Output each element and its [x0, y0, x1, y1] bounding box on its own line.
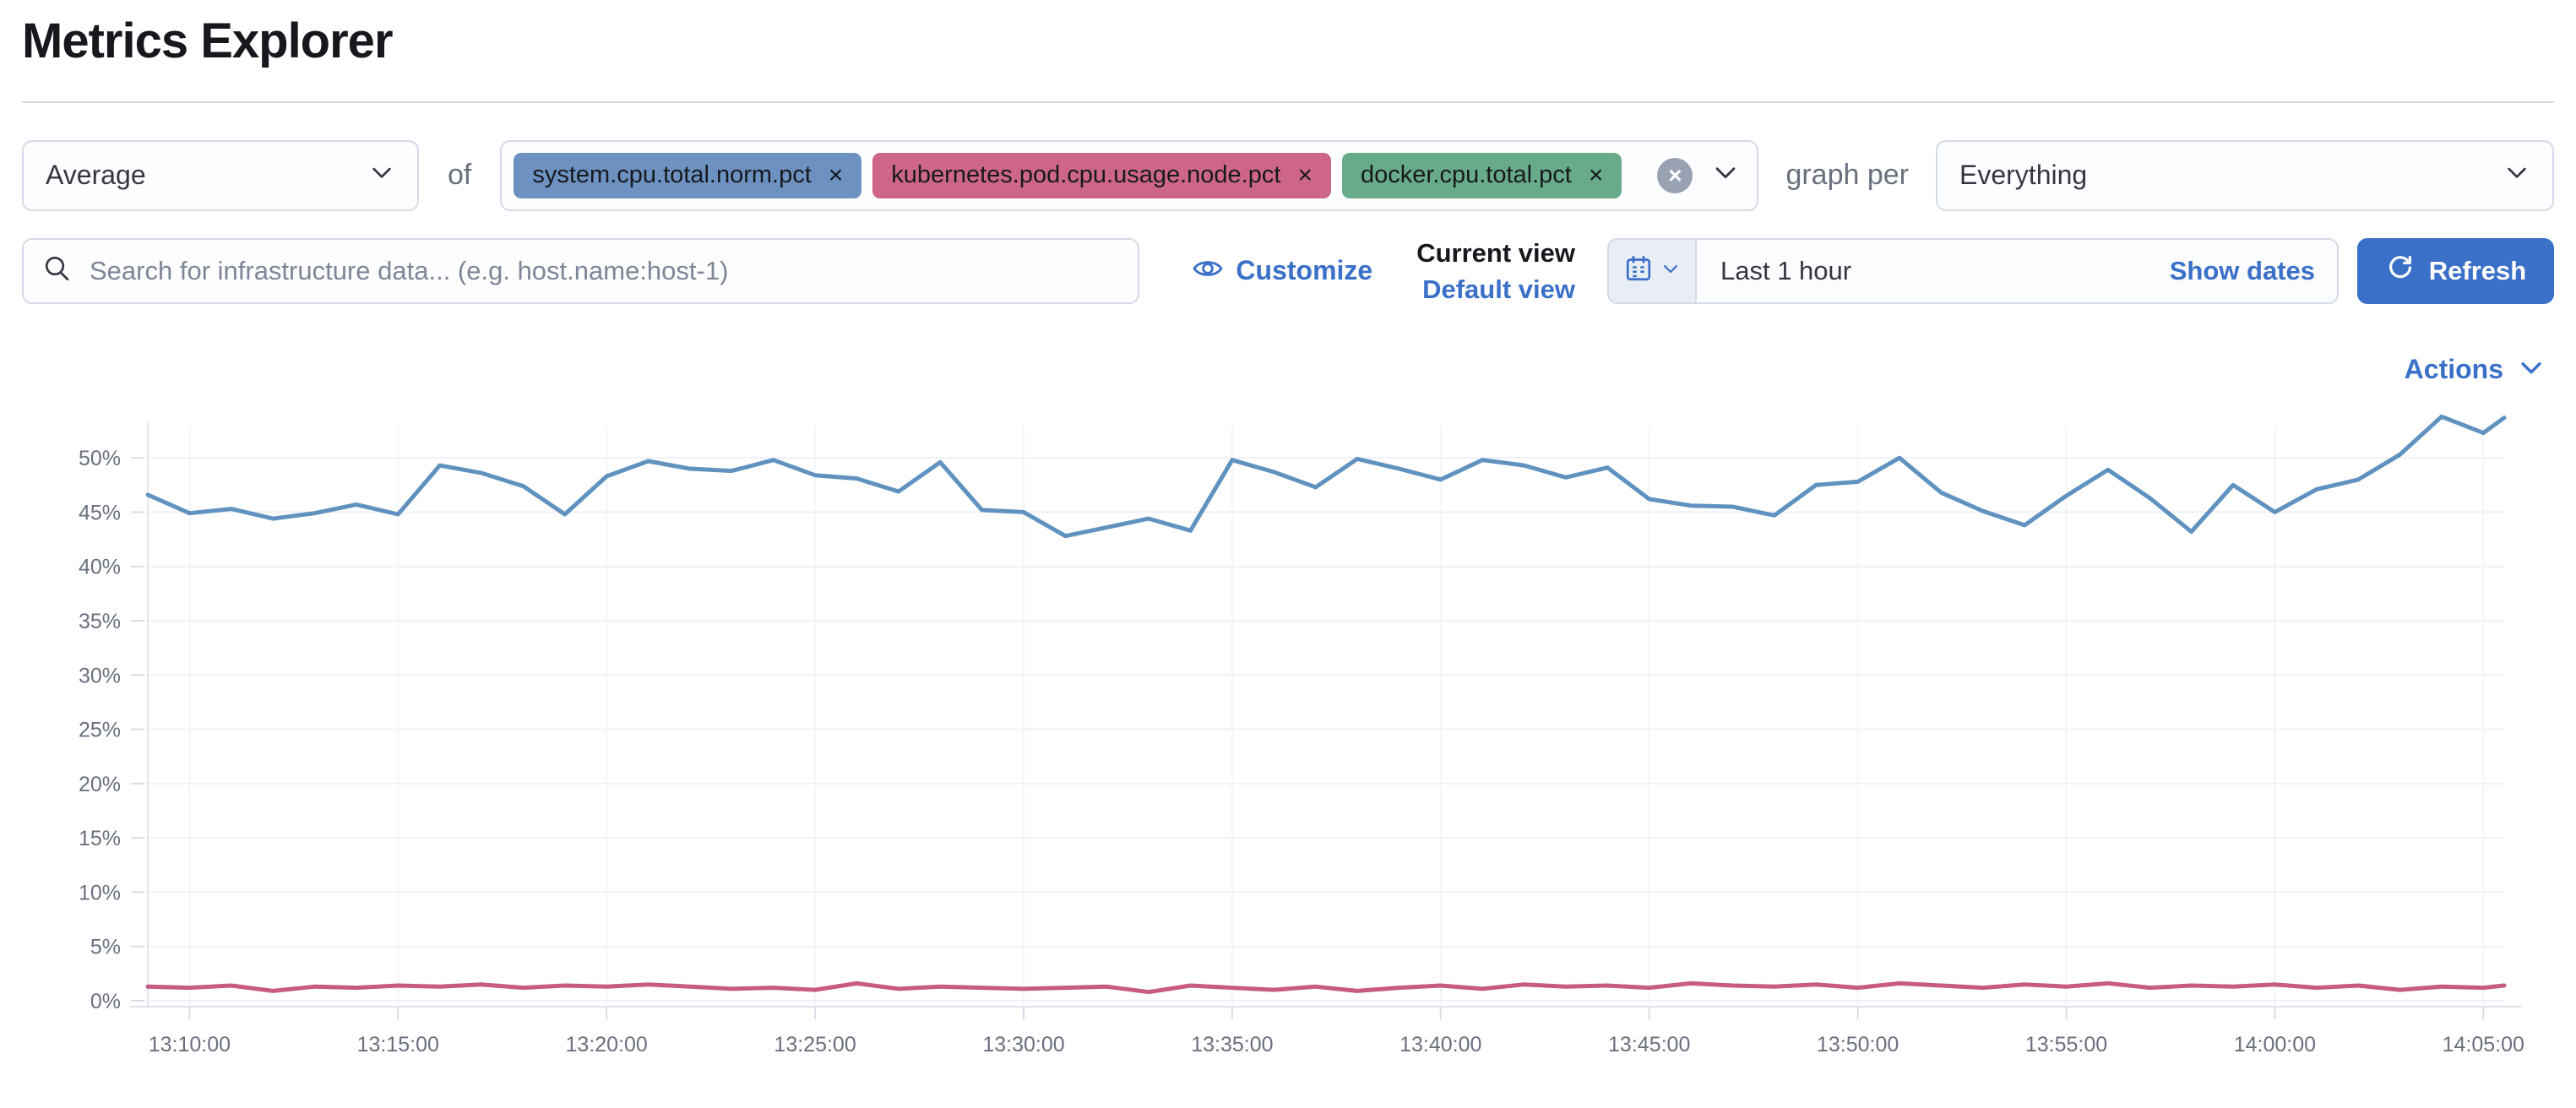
refresh-icon	[2385, 253, 2416, 290]
refresh-label: Refresh	[2428, 255, 2527, 285]
svg-text:35%: 35%	[79, 610, 121, 633]
chart-container: 13:10:00 13:15:00 13:20:00 13:25:00 13:30:00…	[0, 394, 2576, 1067]
current-view-label: Current view	[1416, 237, 1575, 268]
svg-text:14:05:00: 14:05:00	[2443, 1033, 2524, 1056]
chevron-down-icon	[2517, 353, 2546, 386]
svg-text:13:55:00: 13:55:00	[2025, 1033, 2107, 1056]
svg-text:13:15:00: 13:15:00	[357, 1033, 439, 1056]
clear-all-metrics-icon[interactable]: ×	[1657, 157, 1693, 193]
remove-metric-icon[interactable]: ×	[828, 160, 844, 189]
search-icon	[42, 253, 73, 288]
metric-pill-label: docker.cpu.total.pct	[1360, 161, 1572, 189]
chevron-down-icon[interactable]	[1711, 158, 1740, 193]
eye-icon	[1192, 253, 1224, 289]
svg-text:5%: 5%	[90, 936, 121, 959]
svg-text:30%: 30%	[79, 665, 121, 688]
metric-pill-label: kubernetes.pod.cpu.usage.node.pct	[891, 161, 1281, 189]
page-title: Metrics Explorer	[22, 14, 394, 68]
svg-text:15%: 15%	[79, 828, 121, 851]
svg-text:13:50:00: 13:50:00	[1817, 1033, 1899, 1056]
actions-label: Actions	[2404, 354, 2503, 385]
metric-pill-label: system.cpu.total.norm.pct	[532, 161, 812, 189]
remove-metric-icon[interactable]: ×	[1297, 160, 1312, 189]
quick-select-button[interactable]	[1608, 239, 1697, 302]
search-toolbar: Customize Current view Default view Last…	[0, 235, 2576, 308]
view-selector: Current view Default view	[1416, 235, 1575, 308]
refresh-button[interactable]: Refresh	[2357, 237, 2554, 304]
group-by-value: Everything	[1959, 160, 2088, 191]
metric-pill-list: system.cpu.total.norm.pct × kubernetes.p…	[514, 152, 1657, 198]
svg-text:0%: 0%	[90, 990, 121, 1013]
page-header: Metrics Explorer	[0, 0, 2576, 103]
svg-text:45%: 45%	[79, 502, 121, 525]
svg-text:14:00:00: 14:00:00	[2234, 1033, 2316, 1056]
aggregation-value: Average	[46, 160, 146, 191]
search-box	[22, 237, 1140, 304]
svg-text:20%: 20%	[79, 773, 121, 796]
chevron-down-icon	[2503, 159, 2530, 193]
of-label: of	[448, 159, 472, 192]
svg-text:25%: 25%	[79, 719, 121, 742]
svg-text:13:45:00: 13:45:00	[1608, 1033, 1690, 1056]
chevron-down-icon	[1660, 258, 1681, 283]
svg-text:13:35:00: 13:35:00	[1191, 1033, 1273, 1056]
chart-header: Actions	[0, 353, 2576, 386]
date-picker: Last 1 hour Show dates	[1606, 237, 2339, 304]
svg-text:13:40:00: 13:40:00	[1399, 1033, 1481, 1056]
metrics-chart[interactable]: 13:10:00 13:15:00 13:20:00 13:25:00 13:30:00…	[0, 394, 2576, 1063]
view-name-link[interactable]: Default view	[1422, 274, 1575, 304]
aggregation-select[interactable]: Average	[22, 139, 419, 211]
combobox-controls: ×	[1657, 157, 1740, 193]
svg-text:13:30:00: 13:30:00	[982, 1033, 1064, 1056]
remove-metric-icon[interactable]: ×	[1588, 160, 1604, 189]
svg-text:40%: 40%	[79, 556, 121, 579]
header-divider	[22, 100, 2554, 103]
svg-text:13:10:00: 13:10:00	[149, 1033, 231, 1056]
metric-pill[interactable]: kubernetes.pod.cpu.usage.node.pct ×	[872, 152, 1331, 198]
metrics-combobox[interactable]: system.cpu.total.norm.pct × kubernetes.p…	[500, 139, 1759, 211]
svg-text:10%: 10%	[79, 882, 121, 905]
actions-menu-button[interactable]: Actions	[2405, 353, 2546, 386]
metric-pill[interactable]: docker.cpu.total.pct ×	[1341, 152, 1622, 198]
metric-toolbar: Average of system.cpu.total.norm.pct × k…	[0, 139, 2576, 211]
show-dates-button[interactable]: Show dates	[2169, 255, 2315, 285]
svg-text:50%: 50%	[79, 448, 121, 471]
svg-text:13:20:00: 13:20:00	[566, 1033, 648, 1056]
customize-label: Customize	[1236, 255, 1373, 286]
calendar-icon	[1623, 253, 1654, 288]
chevron-down-icon	[368, 159, 395, 193]
group-by-select[interactable]: Everything	[1936, 139, 2554, 211]
search-input[interactable]	[88, 254, 1120, 287]
customize-button[interactable]: Customize	[1192, 253, 1372, 289]
svg-text:13:25:00: 13:25:00	[774, 1033, 856, 1056]
time-range-value[interactable]: Last 1 hour	[1720, 255, 1852, 285]
metric-pill[interactable]: system.cpu.total.norm.pct ×	[514, 152, 862, 198]
graph-per-label: graph per	[1785, 159, 1909, 192]
